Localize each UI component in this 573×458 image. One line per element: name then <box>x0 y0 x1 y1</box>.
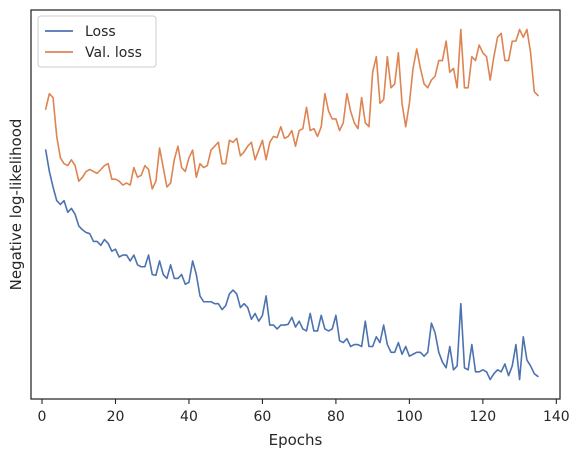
x-tick-label: 20 <box>107 409 125 425</box>
legend-entries: Loss Val. loss <box>45 24 142 61</box>
series-line-val-loss <box>44 28 539 190</box>
x-tick-label: 60 <box>254 409 272 425</box>
x-axis-ticks: 0 20 40 60 80 100 120 140 <box>38 399 570 425</box>
plot-frame <box>30 9 561 400</box>
x-tick-label: 80 <box>327 409 345 425</box>
series-layer <box>44 28 539 381</box>
legend: Loss Val. loss <box>37 15 157 68</box>
series-line-loss <box>44 149 539 381</box>
x-tick-label: 140 <box>543 409 570 425</box>
legend-box <box>37 15 157 68</box>
x-tick-label: 120 <box>469 409 496 425</box>
x-tick-label: 0 <box>38 409 47 425</box>
x-axis-label: Epochs <box>269 431 323 449</box>
legend-label-val-loss: Val. loss <box>85 45 142 61</box>
x-tick-label: 100 <box>396 409 423 425</box>
y-axis-label: Negative log-likelihood <box>7 119 25 291</box>
x-tick-label: 40 <box>180 409 198 425</box>
plot-area <box>31 10 560 399</box>
legend-label-loss: Loss <box>85 24 116 40</box>
